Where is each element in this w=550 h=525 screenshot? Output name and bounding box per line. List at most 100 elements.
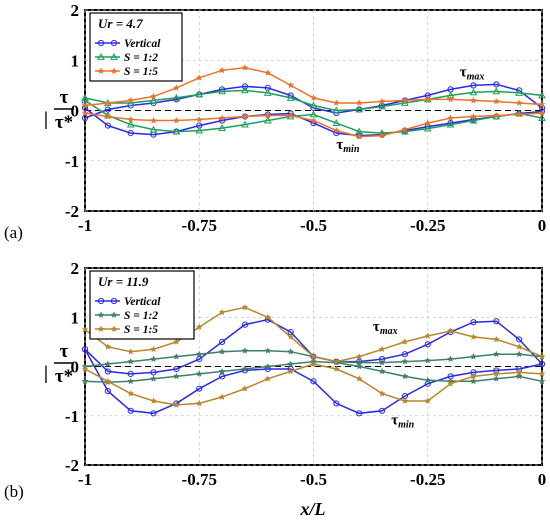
data-point: [469, 333, 477, 340]
y-axis-label-numerator: τ: [60, 87, 69, 108]
data-point: [447, 380, 455, 387]
data-point: [287, 360, 295, 368]
series-line: [84, 107, 543, 137]
data-point: [218, 124, 226, 131]
data-point: [241, 347, 249, 354]
data-point: [97, 311, 105, 318]
y-tick-label: 2: [71, 259, 80, 278]
data-point: [264, 347, 272, 354]
data-point: [424, 119, 432, 127]
x-tick-label: 0: [538, 470, 547, 489]
data-point: [81, 109, 89, 116]
data-point: [195, 74, 203, 81]
data-point: [172, 84, 180, 91]
data-point: [333, 400, 340, 407]
data-point: [378, 407, 386, 414]
data-point: [219, 338, 226, 345]
data-point: [172, 338, 180, 345]
data-point: [218, 348, 226, 355]
annotation-tau-min: τmin: [391, 413, 414, 431]
data-point: [401, 96, 409, 104]
y-axis-label-b: τ | τ*: [44, 341, 74, 387]
data-point: [447, 119, 454, 127]
data-point: [401, 357, 409, 365]
data-point: [287, 367, 295, 375]
data-point: [263, 88, 272, 96]
data-point: [332, 365, 340, 372]
data-point: [355, 99, 363, 106]
data-point: [492, 97, 500, 105]
data-point: [538, 377, 546, 385]
data-point: [97, 52, 105, 60]
series-s-1-5-max: [81, 64, 546, 109]
data-point: [492, 335, 500, 343]
data-point: [241, 321, 249, 328]
data-point: [104, 368, 111, 375]
data-point: [332, 99, 340, 106]
data-point: [127, 348, 135, 355]
legend-entry: S = 1:2: [124, 310, 158, 322]
data-point: [241, 303, 249, 311]
data-point: [172, 127, 181, 135]
data-point: [309, 352, 318, 360]
data-point: [150, 410, 157, 417]
data-point: [447, 355, 455, 363]
data-point: [150, 369, 157, 376]
legend-title: Ur = 4.7: [98, 16, 143, 31]
data-point: [469, 377, 477, 385]
data-point: [332, 106, 341, 114]
data-point: [447, 95, 455, 103]
data-point: [127, 377, 135, 385]
series-s-1-2-max: [81, 86, 546, 114]
data-point: [263, 116, 272, 124]
data-point: [104, 112, 112, 120]
data-point: [218, 114, 226, 122]
data-point: [469, 96, 477, 104]
data-point: [492, 111, 500, 119]
data-point: [516, 336, 523, 343]
y-tick-label: 0: [71, 102, 80, 121]
data-point: [195, 370, 203, 377]
y-axis-label-denominator: τ*: [55, 112, 73, 133]
data-point: [127, 357, 135, 365]
data-point: [126, 120, 135, 128]
data-point: [110, 52, 118, 60]
data-point: [309, 101, 318, 109]
x-tick-label: -0.5: [300, 216, 327, 235]
data-point: [309, 360, 318, 368]
data-point: [423, 124, 432, 132]
data-point: [81, 365, 89, 372]
data-point: [127, 96, 135, 104]
y-axis-label-bar: |: [44, 363, 48, 384]
legend-box: [89, 12, 183, 82]
data-point: [219, 373, 226, 380]
x-tick-label: 0: [538, 216, 547, 235]
legend: Ur = 11.9 Vertical S = 1:2 S = 1:5: [89, 270, 195, 340]
data-point: [355, 105, 364, 113]
data-point: [493, 81, 500, 88]
y-tick-label: 1: [71, 308, 80, 327]
data-point: [309, 116, 318, 124]
data-point: [127, 389, 135, 397]
data-point: [424, 95, 432, 103]
annotations: τmax τmin: [373, 319, 415, 431]
data-point: [218, 393, 226, 401]
legend-title: Ur = 11.9: [98, 274, 149, 289]
y-axis-label-numerator: τ: [60, 341, 69, 362]
series-layer: [81, 303, 546, 417]
y-tick-label: 2: [71, 1, 80, 20]
annotation-tau-max: τmax: [460, 64, 485, 82]
data-point: [241, 83, 249, 90]
data-point: [81, 325, 89, 333]
x-tick-label: -0.75: [182, 216, 217, 235]
y-tick-label: -1: [65, 407, 79, 426]
x-tick-label: -0.25: [410, 470, 445, 489]
data-point: [150, 397, 158, 404]
data-point: [150, 345, 158, 353]
data-point: [355, 362, 363, 370]
data-point: [127, 115, 135, 123]
y-tick-label: -2: [65, 456, 79, 475]
